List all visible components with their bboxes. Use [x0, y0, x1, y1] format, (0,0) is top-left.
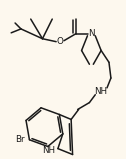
Text: NH: NH: [95, 87, 108, 96]
Text: NH: NH: [42, 146, 55, 155]
Text: Br: Br: [15, 135, 25, 144]
Text: N: N: [88, 29, 95, 38]
Text: O: O: [57, 37, 64, 46]
